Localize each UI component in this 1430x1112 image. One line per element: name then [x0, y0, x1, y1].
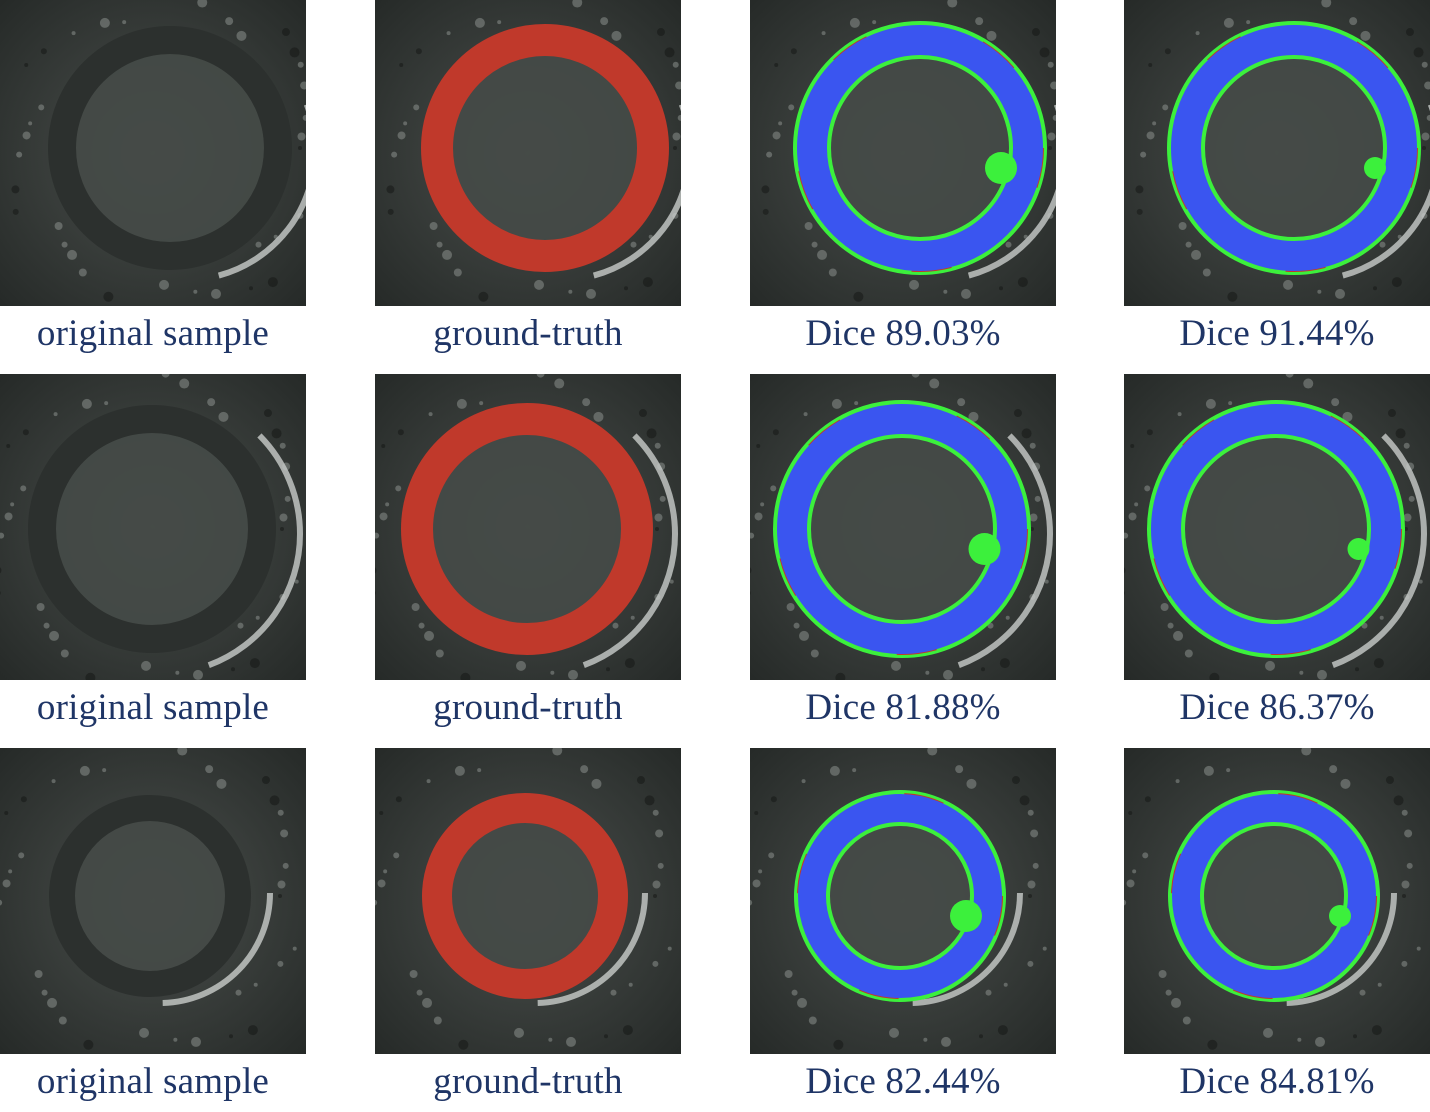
- mri-slice-prediction: [750, 0, 1056, 306]
- panel-caption: original sample: [36, 687, 270, 728]
- mri-image: [750, 0, 1056, 306]
- panel-caption: original sample: [36, 313, 270, 354]
- overlap-mask: [1171, 25, 1417, 271]
- mri-image: [750, 748, 1056, 1054]
- ground-truth-mask: [401, 403, 653, 655]
- mri-slice-prediction: [750, 748, 1056, 1054]
- panel-caption: Dice 89.03%: [805, 313, 1001, 354]
- overlap-mask: [798, 794, 1002, 998]
- panel-caption: ground-truth: [433, 1061, 623, 1102]
- panel-caption: ground-truth: [433, 687, 623, 728]
- panel-caption: ground-truth: [433, 313, 623, 354]
- mri-slice-original: [0, 0, 306, 306]
- false-positive-blob: [1329, 905, 1351, 927]
- mri-image: [375, 748, 681, 1054]
- panel-caption: Dice 86.37%: [1179, 687, 1375, 728]
- panel-caption: Dice 81.88%: [805, 687, 1001, 728]
- overlap-mask: [797, 25, 1043, 271]
- mri-slice-ground-truth: [375, 748, 681, 1054]
- ground-truth-mask: [421, 24, 669, 272]
- mri-image: [1124, 374, 1430, 680]
- mri-slice-prediction: [1124, 748, 1430, 1054]
- mri-slice-ground-truth: [375, 0, 681, 306]
- false-positive-blob: [968, 533, 1001, 565]
- mri-image: [0, 374, 306, 680]
- mri-slice-prediction: [1124, 0, 1430, 306]
- overlap-mask: [1172, 794, 1376, 998]
- overlap-mask: [1151, 404, 1401, 654]
- overlap-mask: [777, 404, 1027, 654]
- panel-caption: Dice 84.81%: [1179, 1061, 1375, 1102]
- panel-caption: Dice 82.44%: [805, 1061, 1001, 1102]
- mri-slice-ground-truth: [375, 374, 681, 680]
- false-positive-blob: [950, 900, 982, 932]
- false-positive-blob: [1364, 157, 1386, 179]
- mri-slice-prediction: [750, 374, 1056, 680]
- false-positive-blob: [1347, 538, 1370, 560]
- mri-image: [0, 0, 306, 306]
- mri-slice-original: [0, 374, 306, 680]
- mri-image: [1124, 0, 1430, 306]
- panel-caption: original sample: [36, 1061, 270, 1102]
- mri-image: [0, 748, 306, 1054]
- mri-image: [750, 374, 1056, 680]
- mri-slice-prediction: [1124, 374, 1430, 680]
- mri-image: [375, 0, 681, 306]
- panel-caption: Dice 91.44%: [1179, 313, 1375, 354]
- ground-truth-mask: [422, 793, 628, 999]
- mri-slice-original: [0, 748, 306, 1054]
- false-positive-blob: [985, 152, 1017, 184]
- mri-image: [1124, 748, 1430, 1054]
- mri-image: [375, 374, 681, 680]
